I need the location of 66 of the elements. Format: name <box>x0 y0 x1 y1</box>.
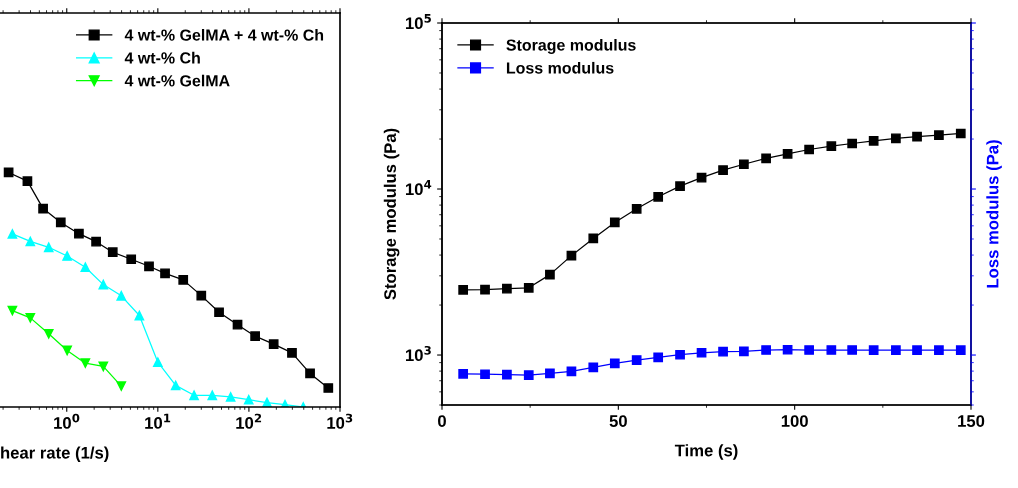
point <box>545 368 555 379</box>
point <box>523 370 534 380</box>
point <box>955 345 966 356</box>
point <box>458 284 469 295</box>
y-tick-label: 10$^{5}$ <box>405 14 431 30</box>
point <box>847 138 858 149</box>
point <box>955 128 966 139</box>
point <box>545 269 555 280</box>
point <box>631 355 642 365</box>
y2-axis-title: Loss modulus (Pa) <box>986 140 1002 288</box>
point <box>826 345 837 355</box>
legend-label: Storage modulus <box>506 38 636 54</box>
legend-label: 4 wt-% GelMA + 4 wt-% Ch <box>124 28 324 41</box>
x-tick-label: 150 <box>958 415 985 427</box>
y-tick-label: 10$^{4}$ <box>405 180 432 196</box>
x-tick-label: 10$^{0}$ <box>54 413 80 429</box>
x-tick-label: 50 <box>609 415 627 427</box>
point <box>718 346 728 357</box>
point <box>718 165 728 175</box>
point <box>912 345 922 356</box>
point <box>804 144 814 155</box>
legend-label: 4 wt-% GelMA <box>124 74 230 87</box>
point <box>502 283 512 294</box>
point <box>588 362 599 373</box>
x-tick-label: 10$^{3}$ <box>327 413 353 429</box>
point <box>782 148 793 159</box>
x-tick-label: 10$^{1}$ <box>145 413 171 429</box>
x-tick-label: 10$^{2}$ <box>236 413 262 429</box>
y-axis-title: Storage modulus (Pa) <box>383 128 400 300</box>
x-axis-title: hear rate (1/s) <box>1 446 109 462</box>
point <box>653 191 664 202</box>
point <box>631 203 642 214</box>
point <box>891 133 901 144</box>
legend-label: 4 wt-% Ch <box>124 51 200 64</box>
x-tick-label: 100 <box>781 415 808 427</box>
point <box>891 345 901 356</box>
point <box>609 217 620 228</box>
point <box>675 349 685 360</box>
point <box>761 153 771 164</box>
point <box>675 181 685 192</box>
point <box>458 368 469 379</box>
point <box>739 159 749 170</box>
point <box>934 130 944 141</box>
legend-label: Loss modulus <box>506 61 614 74</box>
point <box>804 345 814 355</box>
point <box>847 345 858 355</box>
point <box>502 369 512 380</box>
point <box>480 369 490 380</box>
point <box>653 352 664 363</box>
point <box>761 345 771 355</box>
point <box>868 136 879 146</box>
point <box>609 358 620 369</box>
point <box>826 141 837 152</box>
point <box>696 172 707 183</box>
point <box>739 346 749 357</box>
point <box>782 344 793 355</box>
x-tick-label: 0 <box>438 415 446 427</box>
point <box>523 282 534 293</box>
x-axis-title: Time (s) <box>674 444 738 460</box>
y-tick-label: 10$^{3}$ <box>405 345 431 362</box>
point <box>588 233 599 244</box>
point <box>696 347 707 358</box>
point <box>934 345 944 356</box>
point <box>868 345 879 356</box>
point <box>912 131 922 142</box>
point <box>480 284 490 295</box>
